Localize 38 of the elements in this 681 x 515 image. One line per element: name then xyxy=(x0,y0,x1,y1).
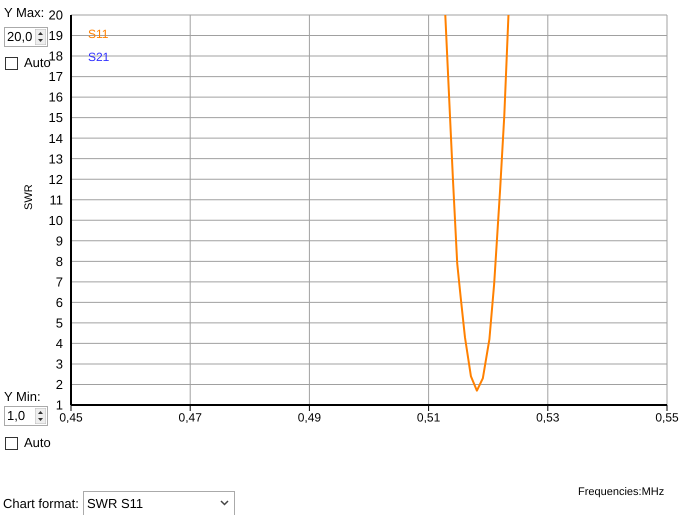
text: Chart format: xyxy=(3,496,79,511)
y-axis-title: SWR xyxy=(22,184,35,210)
text: 20,0 xyxy=(7,29,32,44)
x-tick-label: 0,51 xyxy=(416,410,441,425)
text: Frequencies:MHz xyxy=(578,486,664,498)
y-tick-label: 10 xyxy=(48,212,63,228)
y-tick-label: 1 xyxy=(56,398,63,413)
y-tick-label: 19 xyxy=(48,28,63,44)
y-tick-label: 6 xyxy=(56,294,63,310)
y-tick-label: 3 xyxy=(56,356,63,372)
y-tick-label: 4 xyxy=(56,336,63,352)
y-tick-label: 5 xyxy=(56,316,63,331)
y-tick-label: 7 xyxy=(56,274,63,290)
text: Auto xyxy=(24,55,51,70)
line-series xyxy=(444,15,510,392)
y-tick-label: 2 xyxy=(56,377,63,392)
x-tick-label: 0,47 xyxy=(178,410,202,425)
y-tick-label: 15 xyxy=(48,110,63,126)
x-tick-label: 0,53 xyxy=(536,410,560,425)
y-tick-label: 12 xyxy=(48,172,63,187)
x-tick-label: 0,49 xyxy=(298,410,322,425)
text: Y Min: xyxy=(4,389,41,404)
y-tick-label: 16 xyxy=(48,90,63,105)
y-tick-label: 20 xyxy=(48,8,63,23)
text: Y Max: xyxy=(4,5,44,20)
y-tick-label: 11 xyxy=(50,192,63,208)
text: Auto xyxy=(24,435,51,450)
x-tick-label: 0,45 xyxy=(59,410,83,425)
legend-label: S21 xyxy=(88,50,110,66)
y-tick-label: 17 xyxy=(48,69,63,84)
y-tick-label: 13 xyxy=(48,151,63,166)
text: S11 xyxy=(88,27,110,43)
text: 1,0 xyxy=(7,408,26,423)
text: SWR S11 xyxy=(87,496,144,511)
y-tick-label: 9 xyxy=(56,233,63,248)
x-tick-label: 0,55 xyxy=(655,410,679,425)
y-tick-label: 14 xyxy=(48,130,63,146)
y-tick-label: 8 xyxy=(56,254,63,269)
